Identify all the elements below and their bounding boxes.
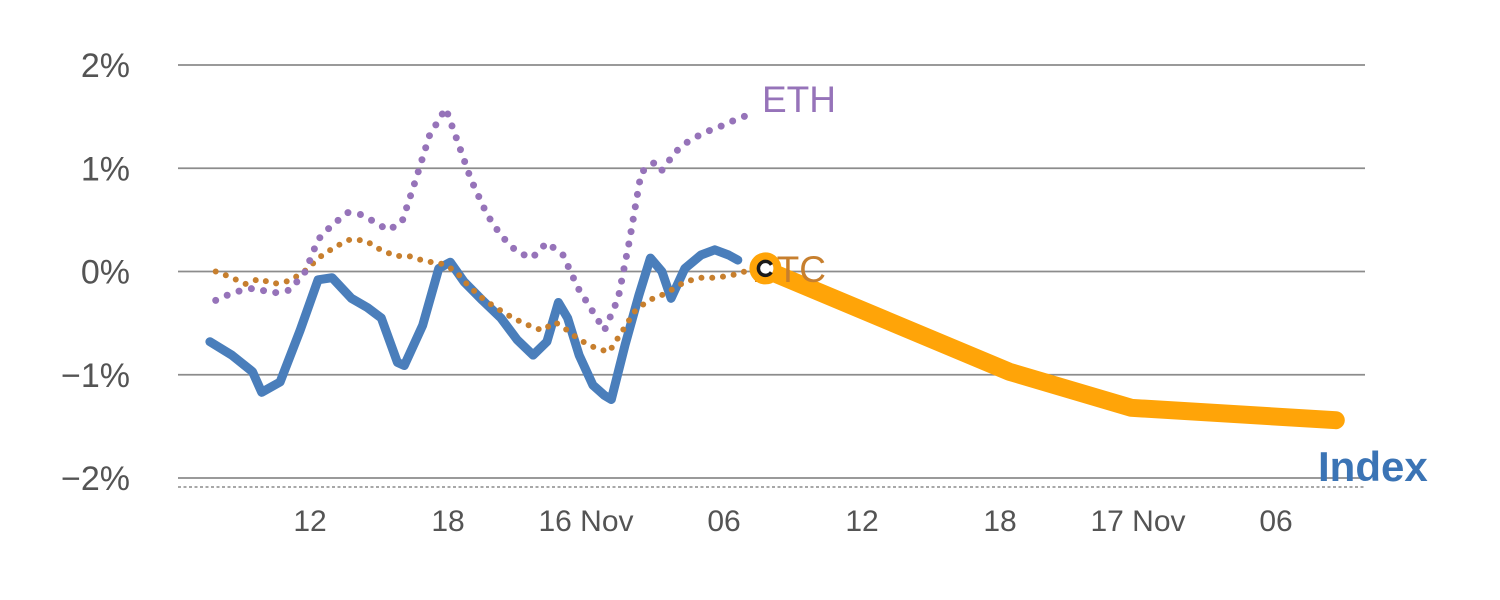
- eth-series-label: ETH: [762, 79, 836, 120]
- marker-layer: [749, 252, 782, 285]
- x-tick-label: 18: [983, 505, 1016, 538]
- x-tick-label: 06: [707, 505, 740, 538]
- y-tick-label: 2%: [81, 47, 130, 85]
- y-tick-label: −2%: [61, 460, 130, 498]
- series-btc: [212, 236, 764, 355]
- chart-layer: 2% 1% 0% −1% −2% 12 18 16 Nov 06 12 18 17 Nov 06: [61, 47, 1365, 538]
- series-index: [205, 245, 743, 404]
- series-eth: [212, 104, 758, 334]
- btc-end-marker-inner-ring: [756, 259, 775, 278]
- x-tick-label: 12: [845, 505, 878, 538]
- y-tick-label: 1%: [81, 150, 130, 188]
- x-tick-label: 16 Nov: [538, 505, 633, 538]
- y-tick-label: −1%: [61, 357, 130, 395]
- x-tick-label: 06: [1259, 505, 1292, 538]
- y-tick-label: 0%: [81, 254, 130, 292]
- x-tick-label: 17 Nov: [1090, 505, 1185, 538]
- x-tick-label: 12: [293, 505, 326, 538]
- index-series-label: Index: [1318, 443, 1428, 490]
- series-index-projection: [761, 262, 1345, 430]
- x-tick-label: 18: [431, 505, 464, 538]
